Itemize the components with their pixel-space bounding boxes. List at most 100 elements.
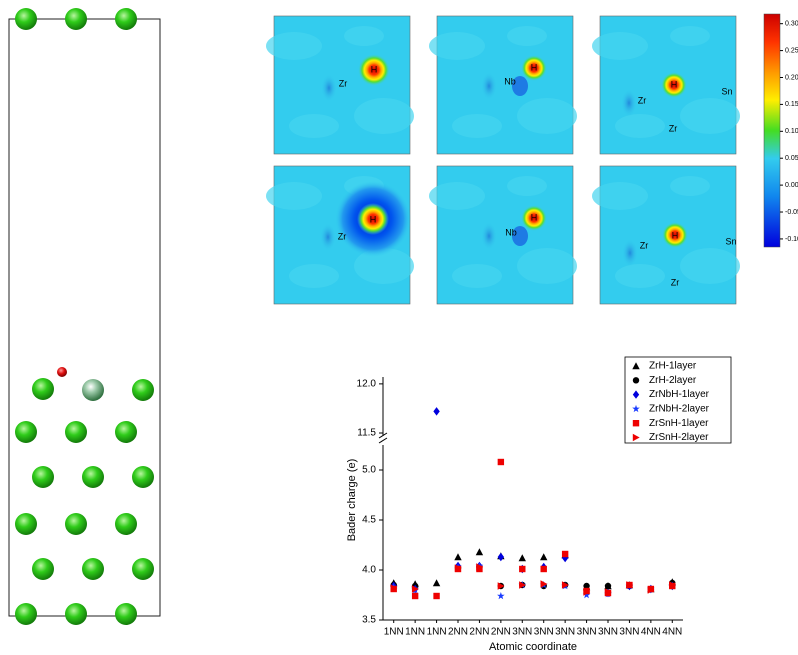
contour-band	[615, 264, 665, 288]
atom-label: H	[370, 214, 377, 224]
data-point	[497, 592, 505, 599]
charge-dip	[621, 89, 637, 117]
contour-panel: Zr H	[266, 16, 414, 154]
y-tick-label: 3.5	[362, 615, 376, 626]
contour-band	[507, 26, 547, 46]
colorbar-tick-label: -0.100	[785, 236, 798, 243]
contour-maps: ZrHNbHZrHSnZrZrHNbHZrHSnZr	[266, 16, 740, 304]
legend-label: ZrH-2layer	[649, 375, 697, 386]
atom-label: H	[672, 230, 679, 240]
charge-dip	[321, 74, 337, 102]
x-tick-label: 3NN	[555, 627, 575, 638]
data-point	[433, 407, 439, 415]
charge-dip	[622, 239, 638, 267]
x-tick-label: 2NN	[469, 627, 489, 638]
colorbar-tick-label: 0.000	[785, 182, 798, 189]
colorbar-tick-label: 0.150	[785, 101, 798, 108]
atom-label: Zr	[638, 95, 647, 105]
contour-band	[507, 176, 547, 196]
contour-band	[266, 32, 322, 60]
y-tick-label: 12.0	[357, 379, 377, 390]
colorbar-tick-label: 0.250	[785, 47, 798, 54]
marker	[633, 377, 639, 383]
colorbar-tick-label: -0.050	[785, 209, 798, 216]
x-tick-label: 3NN	[577, 627, 597, 638]
contour-band	[592, 32, 648, 60]
legend: ZrH-1layer ZrH-2layer ZrNbH-1layer ZrNbH-2l…	[625, 357, 731, 443]
data-point	[433, 593, 439, 599]
atom-label: H	[671, 79, 678, 89]
structure	[9, 8, 160, 625]
marker	[633, 420, 639, 426]
contour-band	[517, 98, 577, 134]
x-tick-label: 1NN	[405, 627, 425, 638]
contour-band	[452, 114, 502, 138]
contour-band	[266, 182, 322, 210]
contour-band	[517, 248, 577, 284]
x-tick-label: 2NN	[491, 627, 511, 638]
data-point	[454, 553, 461, 560]
legend-label: ZrH-1layer	[649, 361, 697, 372]
atom-label: Zr	[339, 78, 348, 88]
data-point	[519, 554, 526, 561]
colorbar: 0.3000.2500.2000.1500.1000.0500.000-0.05…	[764, 14, 798, 247]
atom-label: Zr	[640, 240, 649, 250]
data-point	[519, 566, 525, 572]
y-tick-label: 5.0	[362, 465, 376, 476]
contour-band	[592, 182, 648, 210]
contour-band	[615, 114, 665, 138]
atom-label: Zr	[669, 123, 678, 133]
x-tick-label: 4NN	[662, 627, 682, 638]
atom-label: Sn	[725, 236, 736, 246]
y-tick-label: 4.5	[362, 515, 376, 526]
contour-band	[670, 176, 710, 196]
x-tick-label: 3NN	[512, 627, 532, 638]
legend-label: ZrNbH-1layer	[649, 389, 710, 400]
colorbar-tick-label: 0.300	[785, 21, 798, 28]
contour-band	[429, 182, 485, 210]
data-point	[498, 459, 504, 465]
colorbar-tick-label: 0.100	[785, 128, 798, 135]
x-tick-label: 1NN	[384, 627, 404, 638]
atoms	[15, 8, 154, 625]
colorbar-tick-label: 0.050	[785, 155, 798, 162]
scatter-chart: Atomic coordinate Bader charge (e) 3.54.…	[346, 357, 731, 653]
legend-label: ZrSnH-2layer	[649, 432, 709, 443]
atom-label: Nb	[505, 227, 517, 237]
contour-band	[429, 32, 485, 60]
axis-break	[379, 438, 387, 443]
charge-dip	[481, 222, 497, 250]
contour-panel: ZrHSnZr	[592, 16, 740, 154]
contour-panel: ZrHSnZr	[592, 166, 740, 304]
x-tick-label: 2NN	[448, 627, 468, 638]
contour-band	[452, 264, 502, 288]
colorbar-scale	[764, 14, 780, 247]
y-tick-label: 11.5	[357, 428, 376, 439]
contour-band	[289, 264, 339, 288]
x-axis-title: Atomic coordinate	[489, 641, 577, 653]
legend-label: ZrNbH-2layer	[649, 404, 710, 415]
data-point	[498, 553, 504, 561]
figure: ZrHNbHZrHSnZrZrHNbHZrHSnZr 0.3000.2500.2…	[0, 0, 798, 655]
contour-panel: Nb H	[429, 166, 577, 304]
contour-panel: Zr H	[266, 166, 414, 304]
x-tick-label: 4NN	[641, 627, 661, 638]
y-tick-label: 4.0	[362, 565, 376, 576]
atom-label: H	[531, 212, 538, 222]
charge-dip	[481, 72, 497, 100]
atom-label: H	[371, 64, 378, 74]
data-point	[562, 551, 568, 557]
contour-band	[344, 26, 384, 46]
contour-band	[354, 98, 414, 134]
data-point	[541, 566, 547, 572]
atom-label: Zr	[338, 231, 347, 241]
data-point	[605, 583, 611, 589]
data-point	[476, 548, 483, 555]
contour-band	[670, 26, 710, 46]
charge-dip	[320, 223, 336, 251]
contour-panel: NbH	[429, 16, 577, 154]
contour-band	[289, 114, 339, 138]
contour-band	[680, 98, 740, 134]
x-tick-label: 3NN	[534, 627, 554, 638]
data-point	[412, 593, 418, 599]
